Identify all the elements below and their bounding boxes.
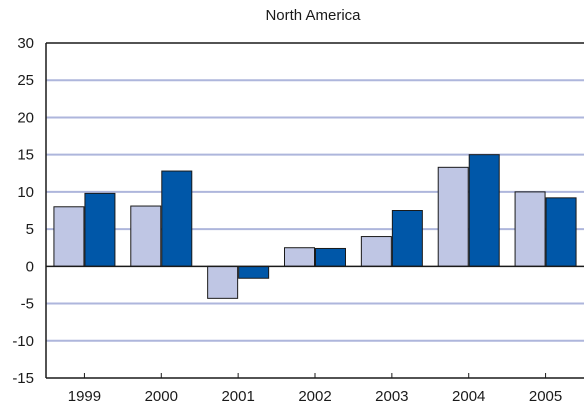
x-tick-label: 2000 [145,388,178,405]
gridlines [46,79,584,342]
y-tick-label: 30 [17,35,34,52]
y-tick-label: 20 [17,109,34,126]
bar-series-2 [84,192,116,267]
bars [53,154,577,299]
x-tick-label: 2004 [452,388,485,405]
bar-series-1 [53,206,85,267]
bar-series-1 [437,166,469,267]
y-tick-label: -15 [12,370,34,387]
x-tick-label: 2003 [375,388,408,405]
y-tick-label: 0 [26,258,34,275]
axes [45,42,584,379]
x-tick-label: 1999 [68,388,101,405]
bar-series-1 [284,247,315,267]
y-tick-labels: 30 25 20 15 10 5 0 -5 -10 -15 [12,35,34,387]
bar-series-2 [391,210,423,267]
y-tick-label: 15 [17,147,34,164]
bar-series-2 [545,197,577,267]
chart-title: North America [265,7,361,24]
y-tick-label: -10 [12,333,34,350]
bar-series-2 [315,247,346,267]
x-tick-label: 2002 [298,388,331,405]
bar-series-1 [360,236,392,267]
x-tick-label: 2001 [221,388,254,405]
x-tick-label: 2005 [529,388,562,405]
y-tick-label: -5 [21,296,34,313]
bar-series-1 [130,205,162,267]
bar-series-1 [207,265,239,299]
bar-series-2 [161,170,193,267]
bar-series-1 [514,191,546,267]
bar-series-2 [238,265,270,279]
x-tick-labels: 1999 2000 2001 2002 2003 2004 2005 [68,388,563,405]
y-tick-label: 5 [26,221,34,238]
y-tick-label: 25 [17,72,34,89]
y-tick-label: 10 [17,184,34,201]
bar-series-2 [468,154,500,267]
